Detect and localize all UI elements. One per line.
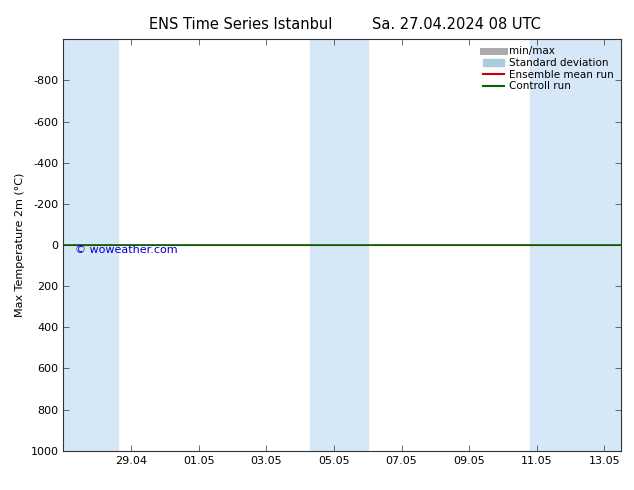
Bar [310,39,368,451]
Legend: min/max, Standard deviation, Ensemble mean run, Controll run: min/max, Standard deviation, Ensemble me… [481,45,616,93]
Bar [63,39,117,451]
Bar [530,39,621,451]
Text: Sa. 27.04.2024 08 UTC: Sa. 27.04.2024 08 UTC [372,17,541,32]
Y-axis label: Max Temperature 2m (°C): Max Temperature 2m (°C) [15,173,25,317]
Text: © woweather.com: © woweather.com [75,245,177,255]
Text: ENS Time Series Istanbul: ENS Time Series Istanbul [149,17,333,32]
